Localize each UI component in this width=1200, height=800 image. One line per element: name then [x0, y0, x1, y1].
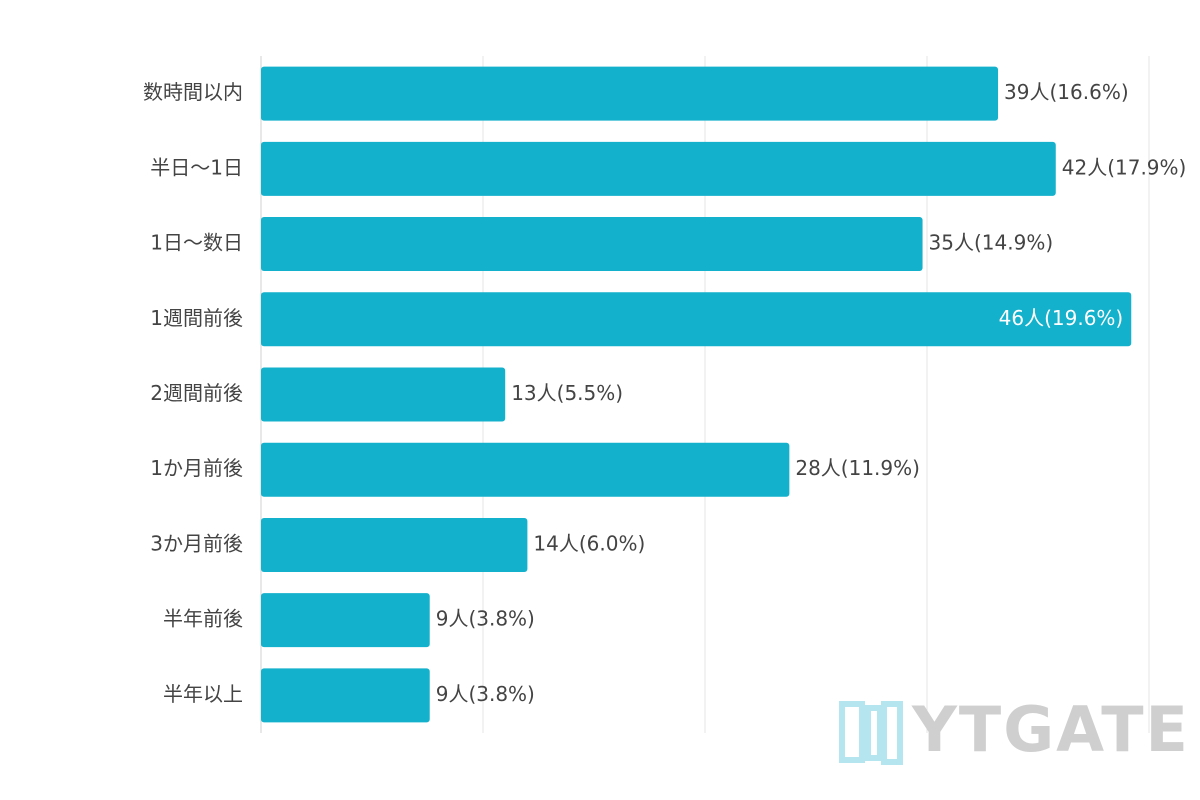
- bar: [261, 292, 1132, 347]
- y-tick-label: 数時間以内: [143, 80, 243, 104]
- y-tick-label: 半年以上: [163, 682, 243, 706]
- value-label: 9人(3.8%): [436, 607, 535, 631]
- value-label: 42人(17.9%): [1062, 155, 1187, 179]
- value-label: 39人(16.6%): [1004, 80, 1129, 104]
- watermark: YTGATE: [911, 693, 1190, 766]
- watermark-icon: [839, 701, 903, 765]
- bar: [261, 141, 1056, 196]
- value-label: 35人(14.9%): [929, 231, 1054, 255]
- value-label: 13人(5.5%): [511, 381, 623, 405]
- y-tick-label: 半年前後: [163, 607, 243, 631]
- y-tick-label: 1週間前後: [150, 306, 243, 330]
- bar: [261, 66, 999, 121]
- value-label: 9人(3.8%): [436, 682, 535, 706]
- bar: [261, 517, 528, 572]
- y-tick-label: 2週間前後: [150, 381, 243, 405]
- value-label: 46人(19.6%): [999, 306, 1124, 330]
- value-label: 28人(11.9%): [795, 456, 920, 480]
- bar: [261, 593, 430, 648]
- y-tick-label: 1日〜数日: [150, 231, 243, 255]
- y-tick-label: 半日〜1日: [150, 155, 243, 179]
- y-tick-label: 1か月前後: [150, 456, 243, 480]
- y-tick-label: 3か月前後: [150, 531, 243, 555]
- value-label: 14人(6.0%): [533, 531, 645, 555]
- bar: [261, 668, 430, 723]
- bar: [261, 217, 923, 272]
- bar: [261, 367, 506, 422]
- bar: [261, 442, 790, 497]
